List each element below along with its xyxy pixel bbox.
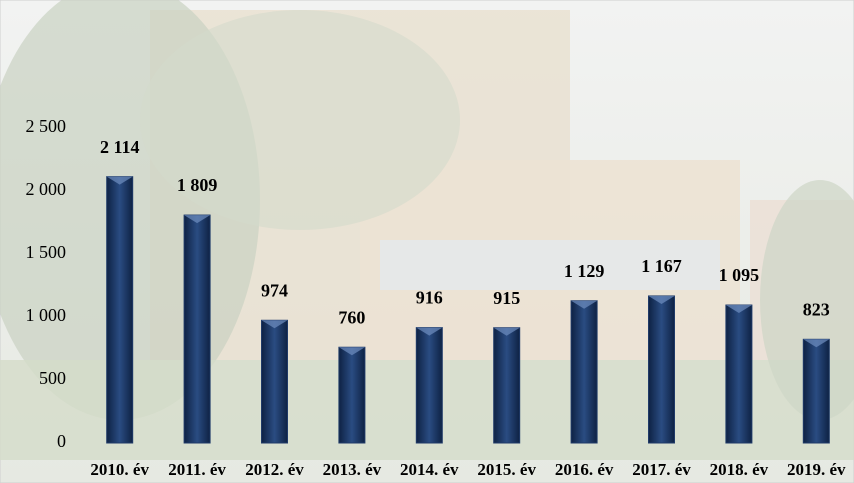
x-tick-label: 2014. év — [400, 460, 459, 479]
x-tick-label: 2018. év — [710, 460, 769, 479]
data-label: 1 167 — [641, 256, 682, 276]
y-tick-label: 1 000 — [26, 305, 67, 325]
x-tick-label: 2011. év — [168, 460, 226, 479]
bar-bevel — [261, 320, 288, 329]
bar-bevel — [416, 327, 443, 336]
data-label: 1 809 — [177, 175, 218, 195]
x-tick-label: 2015. év — [477, 460, 536, 479]
bar — [802, 338, 830, 444]
y-tick-label: 500 — [39, 368, 66, 388]
bar-bevel — [338, 347, 365, 356]
x-tick-label: 2019. év — [787, 460, 846, 479]
y-tick-label: 2 000 — [26, 179, 67, 199]
bar — [106, 176, 134, 444]
bar — [570, 300, 598, 444]
bar — [183, 214, 211, 444]
bar — [338, 346, 366, 444]
bar-bevel — [648, 295, 675, 304]
bar — [493, 327, 521, 444]
x-tick-label: 2016. év — [555, 460, 614, 479]
data-label: 974 — [261, 280, 288, 300]
bar-bevel — [493, 327, 520, 336]
y-tick-label: 2 500 — [26, 116, 67, 136]
data-label: 916 — [416, 288, 443, 308]
data-label: 1 129 — [564, 261, 605, 281]
bar — [725, 304, 753, 444]
data-label: 823 — [803, 299, 830, 319]
bar — [648, 295, 675, 444]
y-tick-label: 0 — [57, 431, 66, 451]
bar — [415, 327, 443, 444]
x-tick-label: 2013. év — [323, 460, 382, 479]
x-tick-label: 2012. év — [245, 460, 304, 479]
data-label: 2 114 — [100, 137, 140, 157]
bar-bevel — [725, 305, 752, 314]
bar — [261, 319, 288, 444]
x-tick-label: 2017. év — [632, 460, 691, 479]
data-label: 1 095 — [719, 265, 760, 285]
data-label: 760 — [338, 307, 365, 327]
data-label: 915 — [493, 288, 520, 308]
y-tick-label: 1 500 — [26, 242, 67, 262]
bar-bevel — [803, 339, 830, 348]
x-tick-label: 2010. év — [90, 460, 149, 479]
bar-bevel — [184, 215, 211, 224]
bar-bevel — [106, 176, 133, 185]
bar-bevel — [571, 300, 598, 309]
